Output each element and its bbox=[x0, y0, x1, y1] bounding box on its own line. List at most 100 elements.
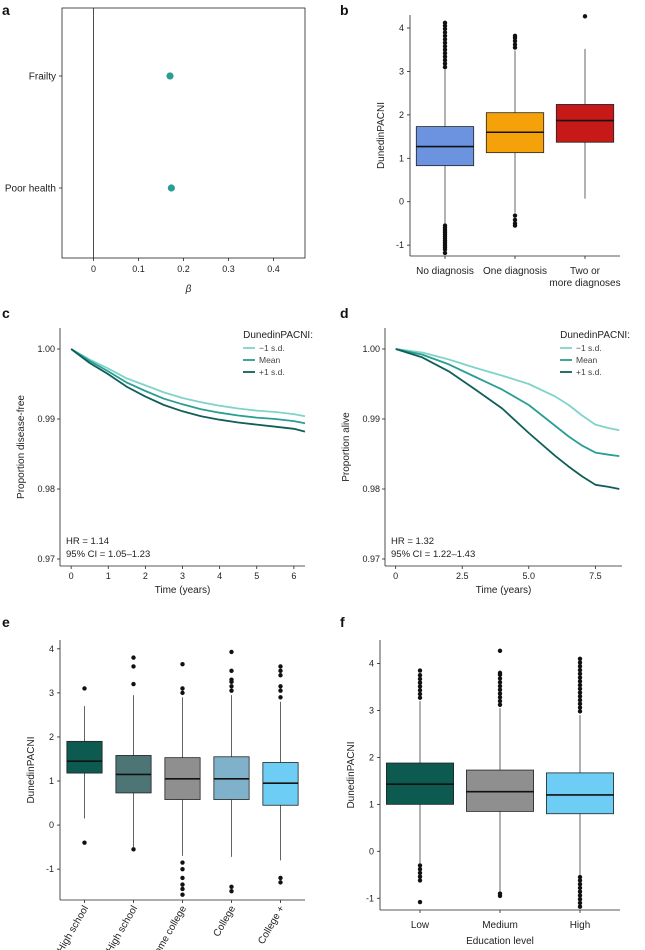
box bbox=[465, 769, 534, 812]
confidence-interval-text: 95% CI = 1.22–1.43 bbox=[391, 549, 475, 560]
category-label: No diagnosis bbox=[416, 266, 474, 277]
y-tick-label: 0.99 bbox=[37, 414, 55, 424]
outlier-point bbox=[577, 690, 583, 695]
outlier-point bbox=[442, 61, 448, 66]
outlier-point bbox=[577, 881, 583, 887]
survival-curve bbox=[70, 348, 306, 433]
outlier-point bbox=[417, 668, 423, 673]
outlier-point bbox=[442, 37, 448, 42]
x-tick-label: 0.4 bbox=[267, 264, 280, 274]
x-tick-label: 0.3 bbox=[222, 264, 235, 274]
y-tick-label: -1 bbox=[46, 864, 54, 874]
outlier-point bbox=[497, 702, 503, 707]
category-label: Frailty bbox=[29, 72, 56, 83]
category-label: Medium bbox=[482, 920, 518, 931]
outlier-point bbox=[417, 695, 423, 700]
box bbox=[66, 740, 103, 774]
outlier-point bbox=[442, 250, 448, 256]
outlier-point bbox=[512, 45, 518, 50]
y-tick-label: 3 bbox=[49, 688, 54, 698]
legend-label: Mean bbox=[576, 355, 598, 365]
legend-label: Mean bbox=[259, 355, 281, 365]
outlier-point bbox=[497, 695, 503, 700]
outlier-point bbox=[577, 709, 583, 714]
outlier-point bbox=[577, 686, 583, 692]
outlier-point bbox=[278, 880, 283, 885]
y-axis-label: DunedinPACNI bbox=[26, 736, 37, 803]
estimate-point bbox=[166, 72, 174, 80]
outlier-point bbox=[417, 676, 423, 682]
outlier-point bbox=[577, 697, 583, 703]
outlier-point bbox=[229, 688, 234, 693]
outlier-point bbox=[497, 683, 503, 689]
outlier-point bbox=[582, 14, 588, 19]
outlier-point bbox=[512, 223, 518, 228]
hazard-ratio-text: HR = 1.32 bbox=[391, 536, 434, 547]
category-label: Some college bbox=[149, 904, 189, 950]
outlier-point bbox=[417, 691, 423, 697]
outlier-point bbox=[442, 30, 448, 35]
outlier-point bbox=[180, 686, 185, 691]
category-label: College + bbox=[256, 904, 287, 946]
outlier-point bbox=[497, 893, 503, 899]
y-tick-label: 0.97 bbox=[37, 554, 55, 564]
outlier-point bbox=[278, 684, 283, 689]
outlier-point bbox=[180, 875, 185, 881]
survival-curve bbox=[70, 348, 306, 418]
outlier-point bbox=[229, 884, 234, 889]
category-label: High school bbox=[104, 904, 140, 950]
outlier-point bbox=[442, 40, 448, 45]
outlier-point bbox=[417, 870, 423, 876]
y-tick-label: 2 bbox=[399, 110, 404, 120]
outlier-point bbox=[577, 897, 583, 902]
outlier-point bbox=[180, 886, 185, 892]
category-label: Two or more diagnoses bbox=[549, 266, 620, 289]
x-tick-label: 1 bbox=[106, 571, 111, 581]
panel-d-survival-plot: 0.97 0.98 0.99 1.00 0 2.5 5.0 7.5 Time (years) Pr… bbox=[341, 328, 630, 596]
outlier-point bbox=[131, 681, 136, 687]
panel-a-forest-plot: 0 0.1 0.2 0.3 0.4 β Frailty Poor health bbox=[5, 7, 306, 295]
outlier-point bbox=[417, 878, 423, 883]
outlier-point bbox=[442, 33, 448, 39]
category-label: College bbox=[212, 904, 239, 939]
outlier-point bbox=[417, 899, 423, 905]
outlier-point bbox=[577, 671, 583, 677]
x-tick-label: 5.0 bbox=[523, 571, 536, 581]
legend-title: DunedinPACNI: bbox=[560, 330, 630, 341]
outlier-point bbox=[577, 701, 583, 707]
y-axis-label: Proportion alive bbox=[341, 412, 352, 482]
x-tick-label: 3 bbox=[180, 571, 185, 581]
survival-curve bbox=[70, 348, 306, 425]
plot-frame bbox=[61, 7, 306, 259]
outlier-point bbox=[512, 217, 518, 223]
outlier-point bbox=[577, 667, 583, 673]
y-tick-label: 4 bbox=[49, 644, 54, 654]
category-label: < High school bbox=[51, 904, 91, 950]
outlier-point bbox=[577, 664, 583, 669]
y-tick-label: 1 bbox=[399, 153, 404, 163]
panel-f-boxplot: -1 0 1 2 3 4 DunedinPACNI Low Medium High Educatio… bbox=[346, 640, 620, 947]
y-tick-label: 0.97 bbox=[362, 554, 380, 564]
panel-letter-c: c bbox=[2, 305, 10, 321]
y-tick-label: -1 bbox=[366, 893, 374, 903]
outlier-point bbox=[577, 675, 583, 680]
outlier-point bbox=[577, 660, 583, 665]
panel-letter-b: b bbox=[340, 2, 349, 18]
legend-label: +1 s.d. bbox=[259, 367, 285, 377]
outlier-point bbox=[229, 684, 234, 689]
box bbox=[555, 104, 615, 143]
panel-e-boxplot: -1 0 1 2 3 4 DunedinPACNI < High school High sch… bbox=[26, 640, 305, 950]
outlier-point bbox=[82, 840, 87, 845]
legend-label: +1 s.d. bbox=[576, 367, 602, 377]
x-tick-label: 4 bbox=[217, 571, 222, 581]
outlier-point bbox=[497, 691, 503, 696]
x-tick-label: 0.2 bbox=[177, 264, 190, 274]
y-tick-label: 0 bbox=[369, 846, 374, 856]
outlier-point bbox=[131, 664, 136, 669]
x-tick-label: 0.1 bbox=[132, 264, 145, 274]
y-tick-label: 1.00 bbox=[37, 344, 55, 354]
outlier-point bbox=[180, 892, 185, 897]
outlier-point bbox=[577, 874, 583, 880]
outlier-point bbox=[417, 688, 423, 693]
outlier-point bbox=[278, 875, 283, 881]
